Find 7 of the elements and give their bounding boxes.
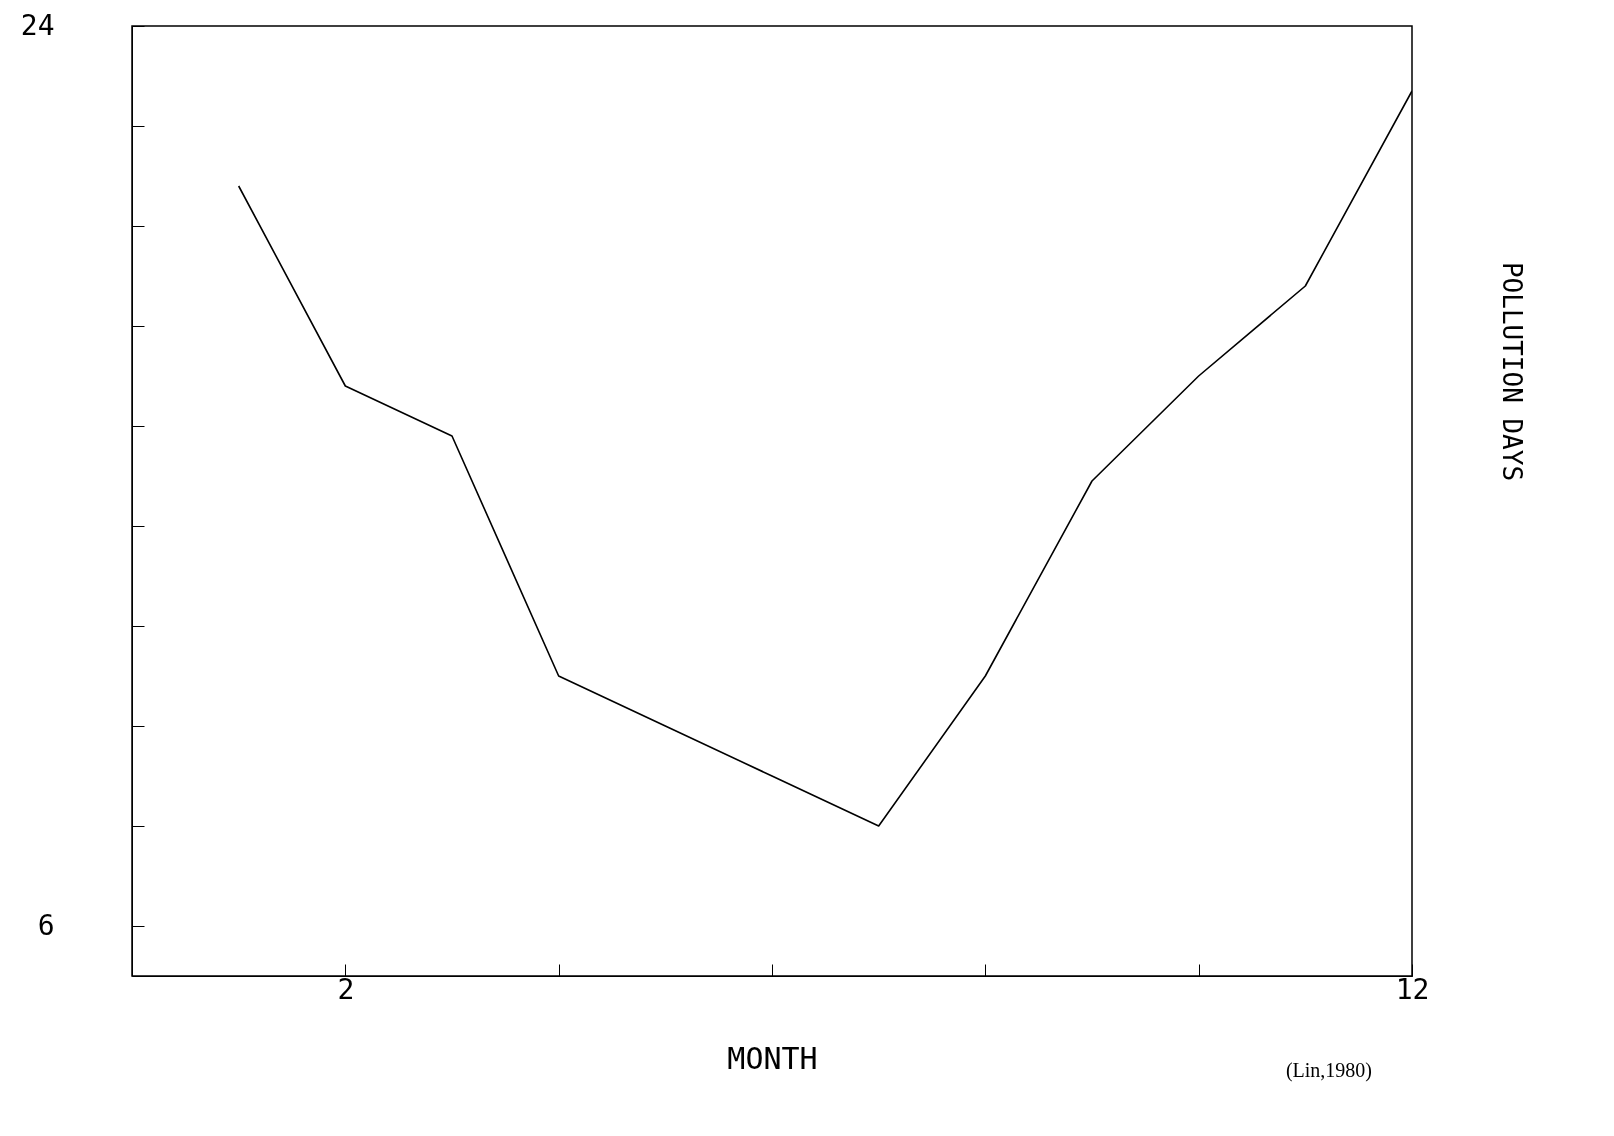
y-tick-label: 24 [20,8,55,42]
y-axis-title: POLLUTION DAYS [1496,261,1527,482]
x-tick-label: 2 [337,972,355,1006]
x-tick-label: 12 [1395,972,1430,1006]
text: (Lin,1980) [1285,1059,1372,1082]
y-tick-label: 6 [37,908,55,942]
x-axis-title: MONTH [727,1040,818,1076]
